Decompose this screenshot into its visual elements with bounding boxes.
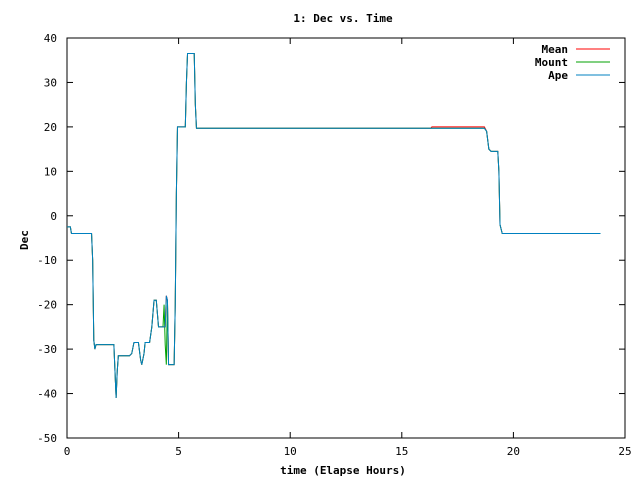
chart-title: 1: Dec vs. Time: [293, 12, 393, 25]
plot-area: [66, 37, 626, 439]
y-axis-label: Dec: [18, 230, 31, 250]
x-tick-label: 0: [64, 445, 71, 458]
x-axis: 0 5 10 15 20 25: [64, 38, 632, 458]
y-tick-label: 30: [44, 76, 57, 89]
series-line-mean: [67, 53, 601, 399]
y-tick-label: -20: [37, 299, 57, 312]
y-tick-label: -50: [37, 432, 57, 445]
y-tick-label: 20: [44, 121, 57, 134]
y-tick-label: 0: [50, 210, 57, 223]
x-tick-label: 20: [507, 445, 520, 458]
x-tick-label: 10: [284, 445, 297, 458]
y-tick-label: 40: [44, 32, 57, 45]
y-tick-label: -30: [37, 343, 57, 356]
x-tick-label: 25: [618, 445, 631, 458]
x-tick-label: 15: [395, 445, 408, 458]
y-tick-label: 10: [44, 165, 57, 178]
series-lines: [67, 53, 601, 399]
x-tick-label: 5: [175, 445, 182, 458]
y-tick-label: -10: [37, 254, 57, 267]
legend-label-mount: Mount: [535, 56, 568, 69]
legend-label-mean: Mean: [542, 43, 569, 56]
x-axis-label: time (Elapse Hours): [280, 464, 406, 477]
series-line-mount: [67, 53, 601, 399]
y-tick-label: -40: [37, 388, 57, 401]
legend-label-ape: Ape: [548, 69, 568, 82]
y-axis: -50 -40 -30 -20 -10 0 10 20 30 40: [37, 32, 625, 445]
series-line-ape: [67, 53, 601, 399]
plot-frame: [66, 37, 626, 439]
